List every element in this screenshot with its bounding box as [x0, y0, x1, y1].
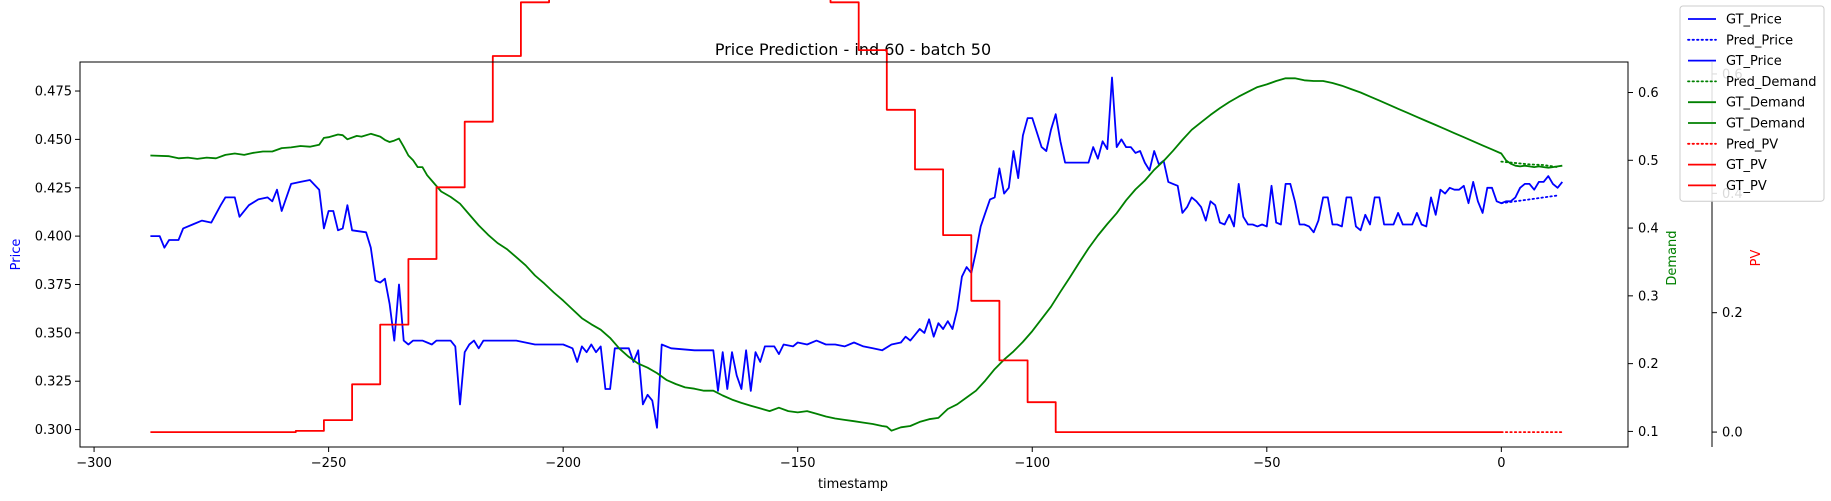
x-tick-label: −100 — [1014, 456, 1050, 471]
price-tick-label: 0.425 — [35, 181, 72, 196]
price-tick-label: 0.325 — [35, 375, 72, 390]
x-axis-label: timestamp — [818, 477, 888, 492]
legend-box — [1679, 5, 1825, 202]
price-tick-label: 0.400 — [35, 230, 72, 245]
x-tick-label: −300 — [76, 456, 112, 471]
demand-tick-label: 0.2 — [1638, 357, 1659, 372]
x-tick-label: −250 — [311, 456, 347, 471]
demand-tick-label: 0.1 — [1638, 425, 1659, 440]
legend-label: Pred_Price — [1726, 33, 1793, 48]
series-line-pred-demand — [1500, 160, 1559, 169]
legend: GT_Price Pred_Price GT_Price Pred_Demand GT_… — [1679, 5, 1825, 202]
series-line-gt-pv — [150, 0, 1502, 434]
legend-label: GT_Price — [1726, 13, 1782, 28]
legend-label: GT_Demand — [1726, 117, 1805, 132]
x-tick-label: −200 — [545, 456, 581, 471]
legend-label: GT_Price — [1726, 54, 1782, 69]
price-tick-label: 0.300 — [35, 423, 72, 438]
x-tick-label: −150 — [780, 456, 816, 471]
legend-label: GT_PV — [1726, 158, 1767, 173]
demand-tick-label: 0.3 — [1638, 289, 1659, 304]
series-line-pred-price — [1500, 194, 1559, 205]
series-line-gt-demand — [150, 77, 1563, 432]
price-tick-label: 0.350 — [35, 326, 72, 341]
demand-tick-label: 0.5 — [1638, 154, 1659, 169]
plot-area — [150, 0, 1564, 434]
demand-tick-label: 0.4 — [1638, 222, 1659, 237]
pv-axis-label: PV — [1749, 250, 1764, 267]
legend-label: GT_Demand — [1726, 96, 1805, 111]
chart-title: Price Prediction - ind 60 - batch 50 — [715, 40, 991, 59]
series-line-gt-price — [150, 76, 1564, 429]
legend-label: Pred_Demand — [1726, 75, 1817, 90]
pv-tick-label: 0.0 — [1722, 426, 1743, 441]
legend-label: GT_PV — [1726, 179, 1767, 194]
price-tick-label: 0.475 — [35, 85, 72, 100]
x-tick-label: 0 — [1497, 456, 1505, 471]
demand-axis-label: Demand — [1665, 230, 1680, 285]
legend-label: Pred_PV — [1726, 137, 1778, 152]
price-tick-label: 0.375 — [35, 278, 72, 293]
axes: −300 −250 −200 −150 −100 −50 0 0.300 0.325 0.350 0… — [9, 61, 1764, 471]
price-axis-label: Price — [9, 239, 24, 271]
price-tick-label: 0.450 — [35, 133, 72, 148]
pv-tick-label: 0.2 — [1722, 306, 1743, 321]
plot-frame — [79, 61, 1629, 448]
x-tick-label: −50 — [1253, 456, 1280, 471]
demand-tick-label: 0.6 — [1638, 86, 1659, 101]
